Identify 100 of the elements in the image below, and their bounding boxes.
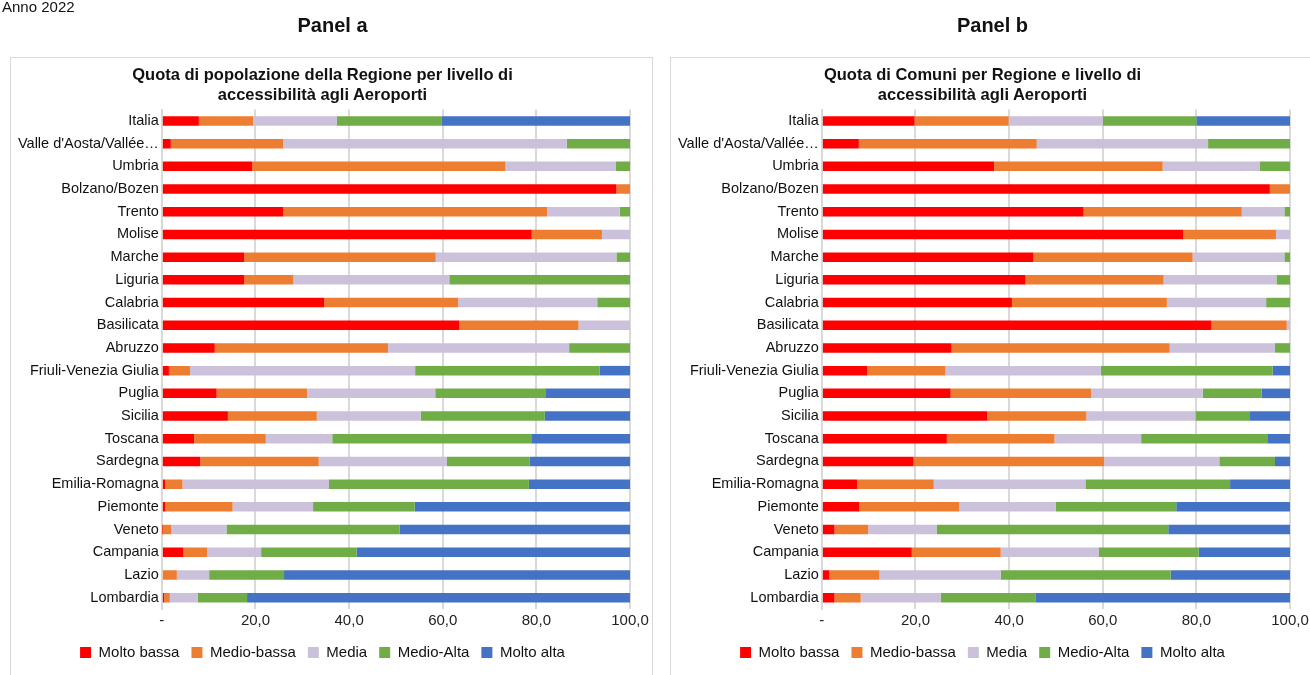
bar	[914, 116, 1009, 126]
bar	[293, 275, 450, 285]
legend-label: Media	[986, 642, 1028, 660]
y-tick-label: Basilicata	[756, 316, 820, 333]
bar	[162, 116, 199, 126]
y-tick-label: Trento	[777, 202, 819, 219]
bar	[244, 275, 294, 285]
bar	[951, 343, 1170, 353]
bar	[414, 502, 630, 512]
bar	[822, 206, 1084, 217]
bar	[867, 365, 946, 376]
bar	[615, 161, 630, 172]
bar	[244, 252, 436, 262]
y-tick-label: Toscana	[104, 429, 160, 446]
x-tick-label: 20,0	[900, 611, 931, 629]
legend-label: Media	[326, 642, 368, 660]
bar	[176, 570, 210, 580]
bar	[1249, 411, 1290, 421]
bar	[194, 433, 266, 444]
bar	[1269, 184, 1290, 194]
bar	[209, 570, 285, 580]
bar	[597, 297, 630, 308]
bar	[1276, 275, 1290, 285]
y-tick-label: Friuli-Venezia Giulia	[689, 361, 820, 378]
y-tick-label: Toscana	[764, 429, 820, 446]
bar	[1054, 433, 1142, 444]
x-tick-label: 40,0	[994, 611, 1024, 629]
bar	[283, 206, 548, 217]
bar	[822, 229, 1184, 240]
bar	[253, 116, 337, 126]
bar	[1000, 547, 1099, 558]
bar	[1219, 456, 1276, 467]
bar	[933, 479, 1086, 489]
bar	[318, 456, 447, 467]
bar	[1286, 320, 1290, 331]
bar	[822, 479, 857, 489]
bar	[858, 138, 1037, 149]
bar	[529, 456, 630, 467]
bar	[950, 388, 1092, 399]
bar	[619, 206, 630, 217]
y-tick-label: Italia	[788, 111, 820, 128]
y-tick-label: Puglia	[118, 384, 160, 401]
y-tick-label: Campania	[752, 543, 820, 560]
bar	[822, 388, 951, 399]
x-tick-label: 100,0	[611, 611, 649, 629]
bar	[822, 456, 914, 467]
bar	[446, 456, 530, 467]
bar	[528, 479, 630, 489]
y-tick-label: Calabria	[104, 293, 160, 310]
bar	[545, 388, 630, 399]
legend-label: Molto alta	[499, 642, 566, 660]
y-tick-label: Abruzzo	[105, 338, 159, 355]
bar	[822, 524, 835, 535]
bar	[822, 116, 915, 126]
bar	[165, 502, 233, 512]
bar	[959, 502, 1056, 512]
bar	[544, 411, 630, 421]
bar	[324, 297, 459, 308]
bar	[616, 184, 630, 194]
bar	[306, 388, 436, 399]
bar	[435, 252, 617, 262]
bar	[415, 365, 600, 376]
bar	[1176, 502, 1290, 512]
bar	[1211, 320, 1287, 331]
y-tick-label: Trento	[117, 202, 159, 219]
x-tick-label: -	[819, 611, 825, 629]
bar	[822, 547, 912, 558]
bar	[164, 592, 170, 603]
x-tick-label: 20,0	[240, 611, 271, 629]
bar	[1284, 252, 1290, 262]
bar	[822, 592, 835, 603]
legend-label: Medio-bassa	[869, 642, 957, 660]
y-tick-label: Marche	[110, 248, 159, 265]
bar	[162, 320, 460, 331]
bar	[420, 411, 545, 421]
bar	[162, 229, 532, 240]
bar	[569, 343, 630, 353]
bar	[945, 365, 1101, 376]
bar	[227, 411, 317, 421]
bar	[168, 365, 190, 376]
y-tick-label: Bolzano/Bozen	[721, 180, 819, 197]
bar	[1085, 479, 1231, 489]
bar	[171, 524, 227, 535]
y-tick-label: Basilicata	[96, 316, 160, 333]
bar	[162, 206, 284, 217]
bar	[822, 161, 995, 172]
x-tick-label: -	[159, 611, 165, 629]
bar	[1000, 570, 1171, 580]
bar	[162, 184, 617, 194]
bar	[162, 502, 166, 512]
bar	[332, 433, 532, 444]
y-tick-label: Molise	[776, 225, 819, 242]
y-tick-label: Veneto	[113, 520, 159, 537]
bar	[1008, 116, 1103, 126]
bar	[1195, 411, 1250, 421]
bar	[1198, 547, 1290, 558]
y-tick-label: Molise	[116, 225, 159, 242]
bar	[1261, 388, 1290, 399]
legend-label: Medio-bassa	[209, 642, 297, 660]
bar	[1025, 275, 1164, 285]
